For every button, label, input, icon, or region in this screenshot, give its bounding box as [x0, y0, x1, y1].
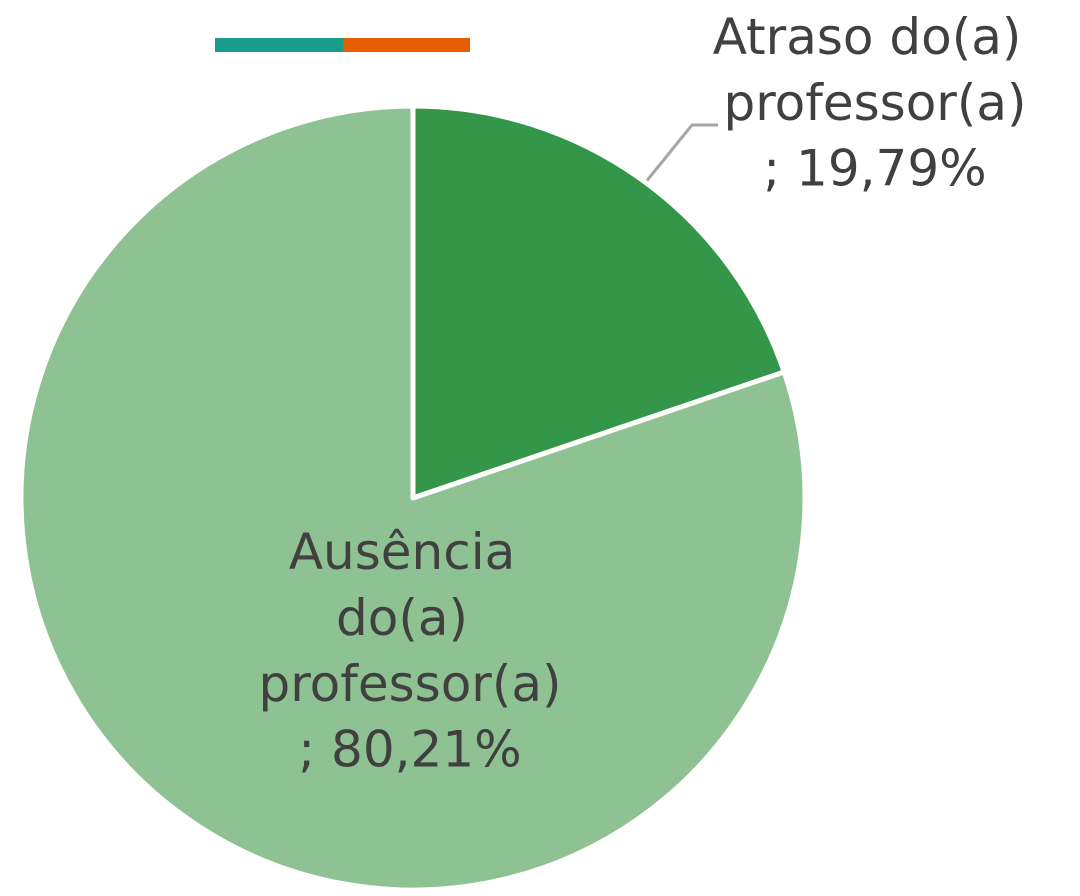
leader-line [643, 123, 718, 184]
data-label: Atraso do(a) professor(a) [713, 8, 1038, 132]
value-label: ; 80,21% [298, 721, 521, 779]
data-label: Ausência do(a) professor(a) [258, 523, 561, 713]
pie-slice [410, 103, 787, 501]
value-label: ; 19,79% [763, 140, 986, 198]
pie-slice [18, 103, 808, 893]
